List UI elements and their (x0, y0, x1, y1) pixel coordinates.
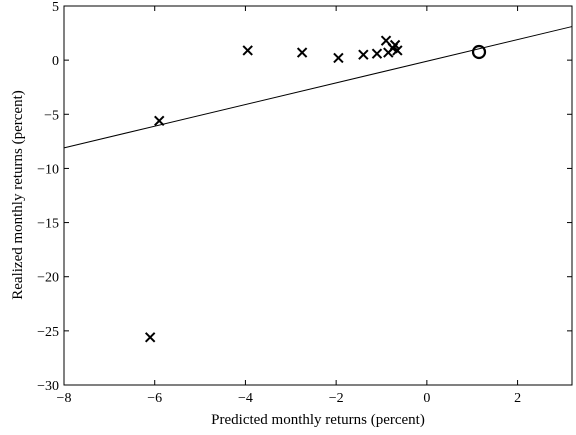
y-axis-title: Realized monthly returns (percent) (10, 90, 26, 300)
x-tick-label: 2 (514, 391, 521, 406)
y-tick-label: −10 (37, 162, 59, 177)
y-tick-label: −20 (37, 271, 59, 286)
x-tick-label: 0 (423, 391, 430, 406)
data-point-stroke (380, 35, 392, 46)
data-point-x (389, 39, 401, 51)
data-point-stroke (371, 48, 383, 59)
x-tick-label: −6 (147, 391, 162, 406)
plot-area (63, 5, 573, 386)
data-point-x (358, 49, 369, 60)
data-point-stroke (333, 52, 344, 64)
data-point-x (333, 52, 344, 64)
y-tick-label: −30 (37, 379, 59, 394)
x-tick-label: −8 (57, 391, 72, 406)
y-tick-label: 5 (52, 0, 59, 15)
data-point-stroke (389, 39, 401, 51)
data-point-stroke (296, 47, 308, 58)
y-tick-label: 0 (52, 54, 59, 69)
data-point-stroke (358, 49, 369, 60)
data-point-x (371, 48, 383, 59)
y-tick-label: −5 (44, 108, 59, 123)
fit-line-layer (63, 26, 573, 149)
data-point-x (242, 45, 253, 56)
fit-line (63, 26, 573, 149)
data-point-circle (471, 44, 487, 60)
data-point-stroke (242, 45, 253, 56)
data-point-x (154, 115, 165, 126)
x-tick-label: −2 (329, 391, 344, 406)
data-point-x (392, 45, 403, 56)
data-point-stroke (144, 332, 156, 343)
data-point-stroke (392, 45, 403, 56)
data-point-x (144, 332, 156, 343)
y-tick-label: −25 (37, 325, 59, 340)
x-tick-label: −4 (238, 391, 253, 406)
data-point-stroke (154, 115, 165, 126)
data-point-x (296, 47, 308, 58)
points-layer (144, 35, 487, 343)
ticks-layer: −8 −6 −4 −2 0 250−5−10−15−20−25−30 (37, 0, 572, 406)
x-axis-title: Predicted monthly returns (percent) (211, 412, 425, 428)
y-tick-label: −15 (37, 217, 59, 232)
